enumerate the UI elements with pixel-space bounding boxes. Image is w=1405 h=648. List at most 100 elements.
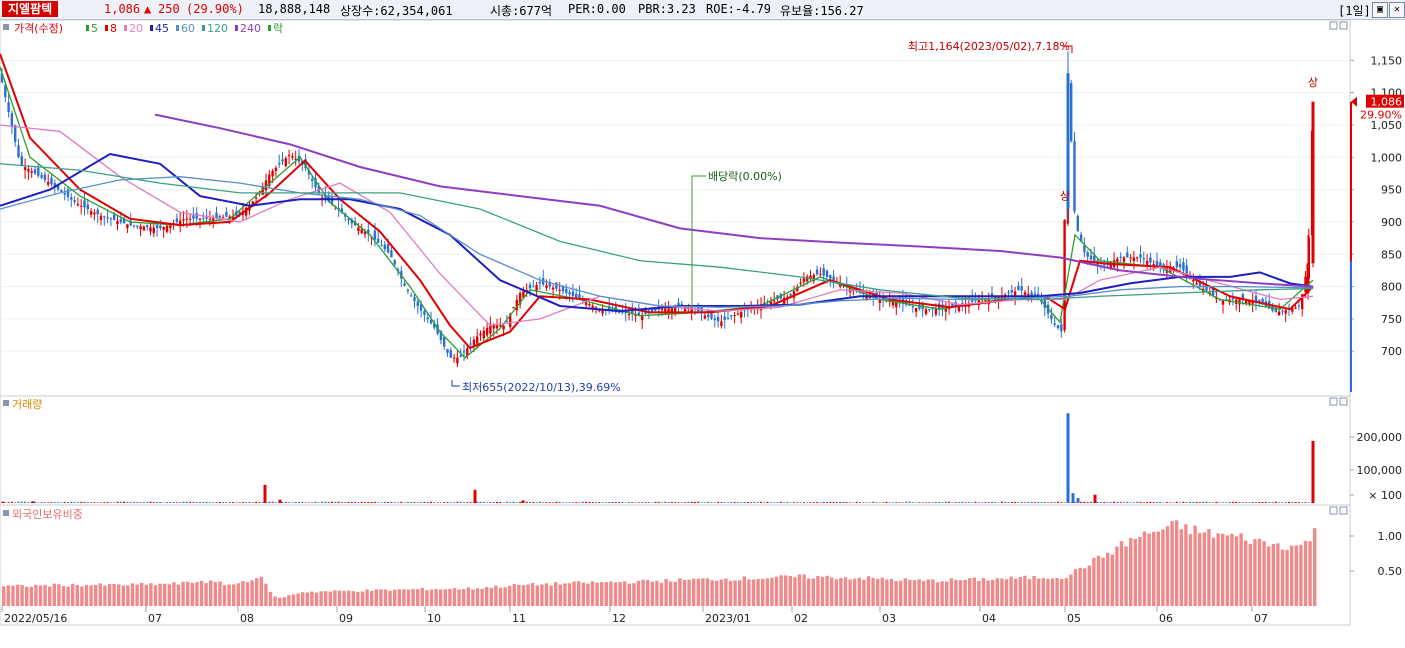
foreign-bar	[843, 577, 848, 606]
volume-bar	[70, 501, 73, 503]
foreign-bar	[471, 589, 475, 606]
volume-bar	[796, 502, 799, 503]
period-selector[interactable]: [1일]	[1338, 4, 1371, 18]
foreign-bar	[374, 589, 378, 606]
candle-body	[23, 167, 27, 171]
restore-icon[interactable]: ▣	[1372, 2, 1388, 18]
candle-body	[126, 224, 129, 229]
candle-body	[789, 293, 792, 296]
candle-body	[406, 289, 410, 291]
candle-body	[1251, 301, 1254, 304]
price-panel	[0, 20, 1351, 397]
foreign-bar	[696, 578, 700, 606]
volume-bar	[799, 502, 802, 503]
candle-body	[812, 274, 815, 282]
volume-bar	[380, 502, 383, 503]
volume-bar	[449, 502, 452, 503]
volume-bar	[284, 502, 287, 503]
volume-bar	[473, 489, 477, 503]
candle-body	[710, 312, 713, 319]
volume-bar	[1172, 502, 1175, 503]
candle-body	[726, 317, 730, 319]
foreign-bar	[181, 581, 185, 606]
volume-bar	[47, 502, 50, 503]
foreign-bar	[673, 581, 677, 606]
candle-body	[815, 269, 819, 275]
candle-body	[1162, 264, 1165, 268]
stock-name[interactable]: 지엘팜텍	[2, 1, 59, 17]
volume-bar	[1294, 502, 1297, 503]
volume-bar	[680, 502, 683, 503]
volume-bar	[1109, 502, 1112, 503]
candle-body	[113, 214, 116, 221]
candle-body	[1244, 300, 1248, 304]
foreign-bar	[834, 579, 838, 606]
candle-body	[561, 286, 565, 292]
volume-bar	[505, 501, 508, 503]
foreign-bar	[765, 578, 769, 606]
volume-bar	[232, 502, 234, 503]
candle-body	[730, 315, 733, 317]
volume-bar	[1043, 501, 1046, 503]
close-icon[interactable]: ✕	[1389, 2, 1405, 18]
volume-bar	[1268, 501, 1271, 503]
candle-body	[832, 276, 835, 281]
panel-close-icon[interactable]	[1339, 21, 1348, 30]
volume-bar	[469, 502, 472, 503]
foreign-bar	[1225, 535, 1229, 606]
volume-bar	[1198, 502, 1201, 503]
volume-bar	[595, 502, 597, 503]
candle-body	[740, 311, 743, 318]
panel-minimize-icon[interactable]	[1329, 21, 1338, 30]
foreign-bar	[963, 579, 967, 606]
volume-bar	[57, 502, 60, 503]
foreign-bar	[1060, 579, 1064, 606]
candle-body	[697, 304, 700, 312]
legend-ex-div: 락	[273, 22, 283, 35]
candle-body	[1000, 295, 1004, 300]
volume-bar	[1202, 501, 1205, 503]
foreign-close-icon[interactable]	[1339, 506, 1348, 515]
foreign-bar	[609, 581, 613, 606]
volume-bar	[773, 502, 776, 503]
candle-body	[142, 226, 146, 231]
candle-body	[891, 301, 895, 306]
volume-bar	[31, 501, 35, 503]
volume-bar	[538, 501, 541, 503]
candle-body	[99, 215, 103, 221]
foreign-bar	[1188, 534, 1193, 606]
volume-bar	[1106, 502, 1109, 503]
foreign-bar	[1156, 531, 1160, 606]
volume-bar	[1261, 502, 1264, 503]
volume-bar	[558, 501, 561, 503]
volume-bar	[1057, 501, 1059, 503]
candle-body	[482, 330, 485, 339]
volume-bar	[238, 502, 241, 503]
candle-body	[914, 307, 918, 312]
volume-bar	[271, 501, 274, 503]
foreign-bar	[880, 577, 884, 606]
foreign-bar	[719, 579, 723, 606]
stock-chart[interactable]: 가격(수정) 5 8 20 45 60 120 240 락 1,1501,1001,0501,…	[0, 20, 1405, 648]
foreign-bar	[439, 589, 443, 606]
foreign-bar	[531, 582, 535, 606]
volume-bar	[1033, 502, 1036, 503]
candle-body	[518, 292, 522, 305]
foreign-bar	[972, 577, 976, 606]
candle-body	[106, 217, 109, 219]
candle-body	[1070, 83, 1073, 142]
volume-bar	[1238, 502, 1241, 503]
volume-bar	[1222, 502, 1224, 503]
volume-bar	[1182, 501, 1185, 503]
volume-bar	[849, 502, 852, 503]
foreign-bar	[103, 585, 107, 606]
volume-close-icon[interactable]	[1339, 397, 1348, 406]
candle-body	[1079, 234, 1083, 242]
foreign-minimize-icon[interactable]	[1329, 506, 1338, 515]
foreign-bar	[1290, 545, 1294, 606]
candle-body	[50, 177, 53, 185]
candle-body	[274, 167, 278, 172]
volume-minimize-icon[interactable]	[1329, 397, 1338, 406]
candle-body	[1083, 245, 1086, 253]
candle-body	[825, 270, 829, 278]
